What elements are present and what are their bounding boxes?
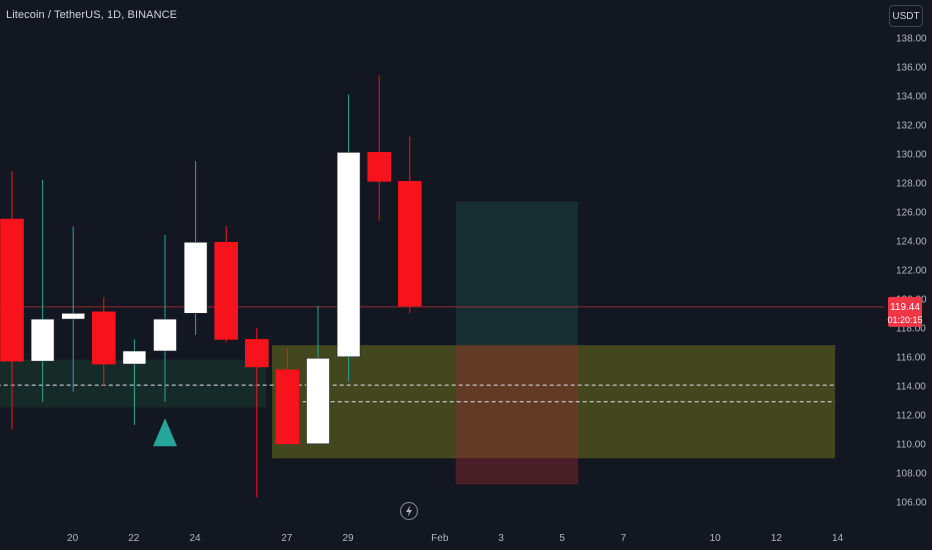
candle	[275, 348, 300, 445]
candle	[306, 306, 330, 445]
candle-body	[92, 311, 116, 365]
candle-body	[336, 152, 361, 358]
price-tick-label: 106.00	[896, 497, 927, 508]
time-tick-label: 12	[771, 533, 783, 544]
target-zone	[455, 201, 579, 346]
candle	[245, 327, 269, 498]
candle-body	[245, 339, 269, 368]
candle	[122, 339, 147, 425]
price-tick-label: 118.00	[896, 323, 926, 334]
price-tick-label: 132.00	[896, 120, 927, 131]
price-tick-label: 126.00	[896, 207, 927, 218]
candle	[61, 226, 86, 392]
candle	[92, 297, 116, 386]
demand-zone	[0, 359, 266, 408]
events-icon-ring	[399, 501, 419, 521]
candle-body	[0, 218, 24, 362]
time-tick-label: 20	[67, 533, 79, 544]
candle	[367, 75, 392, 221]
time-tick-label: 27	[281, 533, 293, 544]
price-badge-value: 119.44	[890, 302, 920, 313]
candle	[214, 226, 238, 343]
price-tick-label: 134.00	[896, 91, 927, 102]
candle	[153, 235, 177, 402]
candle-body	[61, 312, 86, 320]
events-icon-bolt	[406, 505, 412, 517]
candle-body	[397, 181, 422, 307]
time-tick-label: 24	[189, 533, 201, 544]
time-tick-label: 22	[128, 533, 140, 544]
price-tick-label: 108.00	[896, 468, 927, 479]
currency-button[interactable]: USDT	[889, 5, 923, 27]
stop-zone	[455, 345, 579, 485]
price-tick-label: 112.00	[896, 410, 926, 421]
candle-body	[122, 350, 147, 365]
time-tick-label: 7	[621, 533, 627, 544]
candle	[183, 161, 208, 336]
candle-body	[214, 241, 238, 340]
up-triangle-icon	[153, 418, 177, 447]
price-badge-bg	[888, 296, 922, 327]
time-tick-label: 29	[342, 533, 354, 544]
time-tick-label: 5	[559, 533, 565, 544]
candle-body	[183, 241, 208, 314]
candle	[0, 171, 24, 430]
candle	[30, 179, 55, 402]
candle	[336, 94, 361, 382]
price-badge-countdown: 01:20:15	[887, 315, 922, 325]
price-tick-label: 136.00	[896, 62, 927, 73]
price-tick-label: 128.00	[896, 178, 927, 189]
lightning-icon[interactable]	[399, 501, 419, 521]
price-tick-label: 124.00	[896, 236, 927, 247]
time-tick-label: 3	[498, 533, 504, 544]
plot-area	[0, 75, 884, 498]
price-tick-label: 122.00	[896, 265, 927, 276]
price-tick-label: 116.00	[896, 352, 926, 363]
price-tick-label: 114.00	[896, 381, 926, 392]
time-tick-label: 14	[832, 533, 844, 544]
current-price-badge: 119.44 01:20:15	[887, 296, 923, 327]
candle-body	[30, 318, 55, 362]
candle-body	[306, 357, 330, 445]
candle-body	[153, 318, 177, 352]
price-tick-label: 130.00	[896, 149, 927, 160]
time-tick-label: Feb	[431, 533, 449, 544]
price-tick-label: 110.00	[896, 439, 926, 450]
candle-body	[275, 369, 300, 445]
time-tick-label: 10	[710, 533, 722, 544]
candle-body	[367, 152, 392, 182]
price-tick-label: 138.00	[896, 33, 927, 44]
symbol-title: Litecoin / TetherUS, 1D, BINANCE	[6, 9, 178, 21]
candle	[397, 136, 422, 314]
